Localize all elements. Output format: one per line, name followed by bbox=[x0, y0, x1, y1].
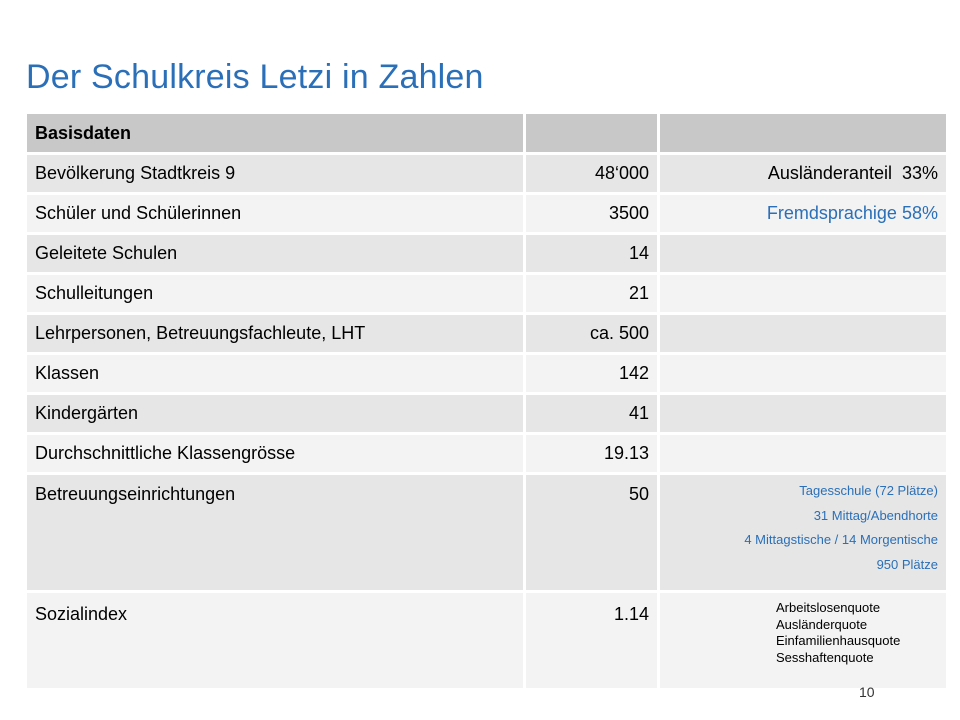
quote-line: Sesshaftenquote bbox=[776, 649, 874, 665]
table-header-row: Basisdaten bbox=[24, 111, 949, 155]
row-extra: Ausländeranteil 33% bbox=[657, 152, 949, 195]
header-extra bbox=[657, 111, 949, 155]
row-extra bbox=[657, 312, 949, 355]
basisdaten-table: Basisdaten Bevölkerung Stadtkreis 9 48‘0… bbox=[24, 111, 949, 691]
row-value: 1.14 bbox=[523, 590, 660, 691]
table-row: Klassen 142 bbox=[24, 352, 949, 395]
row-value: 142 bbox=[523, 352, 660, 395]
table-row: Schulleitungen 21 bbox=[24, 272, 949, 315]
row-label: Lehrpersonen, Betreuungsfachleute, LHT bbox=[24, 312, 526, 355]
table-row: Durchschnittliche Klassengrösse 19.13 bbox=[24, 432, 949, 475]
row-extra bbox=[657, 272, 949, 315]
row-label: Schulleitungen bbox=[24, 272, 526, 315]
page-number: 10 bbox=[859, 684, 875, 700]
sozialindex-notes: Arbeitslosenquote Ausländerquote Einfami… bbox=[657, 590, 949, 691]
table-row: Betreuungseinrichtungen 50 Tagesschule (… bbox=[24, 472, 949, 593]
note-line: 31 Mittag/Abendhorte bbox=[813, 507, 938, 523]
row-label: Durchschnittliche Klassengrösse bbox=[24, 432, 526, 475]
table-row: Bevölkerung Stadtkreis 9 48‘000 Auslände… bbox=[24, 152, 949, 195]
row-value: ca. 500 bbox=[523, 312, 660, 355]
header-value bbox=[523, 111, 660, 155]
table-row: Geleitete Schulen 14 bbox=[24, 232, 949, 275]
note-line: 4 Mittagstische / 14 Morgentische bbox=[744, 532, 938, 547]
row-label: Betreuungseinrichtungen bbox=[24, 472, 526, 593]
auslaenderanteil-value: 33% bbox=[901, 163, 938, 183]
row-value: 14 bbox=[523, 232, 660, 275]
table-row: Schüler und Schülerinnen 3500 Fremdsprac… bbox=[24, 192, 949, 235]
row-extra bbox=[657, 392, 949, 435]
row-extra: Fremdsprachige 58% bbox=[657, 192, 949, 235]
row-label: Kindergärten bbox=[24, 392, 526, 435]
fremdsprachige-value: 58% bbox=[901, 203, 938, 223]
row-label: Bevölkerung Stadtkreis 9 bbox=[24, 152, 526, 195]
row-value: 41 bbox=[523, 392, 660, 435]
note-line: Tagesschule (72 Plätze) bbox=[799, 483, 938, 498]
note-line: 950 Plätze bbox=[876, 556, 938, 572]
table-row: Lehrpersonen, Betreuungsfachleute, LHT c… bbox=[24, 312, 949, 355]
table-row: Kindergärten 41 bbox=[24, 392, 949, 435]
row-extra bbox=[657, 432, 949, 475]
row-value: 48‘000 bbox=[523, 152, 660, 195]
quote-line: Ausländerquote bbox=[776, 616, 868, 632]
row-value: 19.13 bbox=[523, 432, 660, 475]
row-value: 21 bbox=[523, 272, 660, 315]
row-label: Schüler und Schülerinnen bbox=[24, 192, 526, 235]
row-label: Geleitete Schulen bbox=[24, 232, 526, 275]
quote-line: Arbeitslosenquote bbox=[776, 600, 881, 615]
row-value: 3500 bbox=[523, 192, 660, 235]
header-label: Basisdaten bbox=[24, 111, 526, 155]
table-row: Sozialindex 1.14 Arbeitslosenquote Auslä… bbox=[24, 590, 949, 691]
auslaenderanteil-label: Ausländeranteil bbox=[767, 163, 892, 183]
quote-line: Einfamilienhausquote bbox=[776, 633, 901, 648]
row-extra bbox=[657, 232, 949, 275]
row-value: 50 bbox=[523, 472, 660, 593]
betreuung-notes: Tagesschule (72 Plätze) 31 Mittag/Abendh… bbox=[657, 472, 949, 593]
row-extra bbox=[657, 352, 949, 395]
fremdsprachige-label: Fremdsprachige bbox=[766, 203, 897, 223]
row-label: Sozialindex bbox=[24, 590, 526, 691]
row-label: Klassen bbox=[24, 352, 526, 395]
page-title: Der Schulkreis Letzi in Zahlen bbox=[26, 58, 484, 96]
